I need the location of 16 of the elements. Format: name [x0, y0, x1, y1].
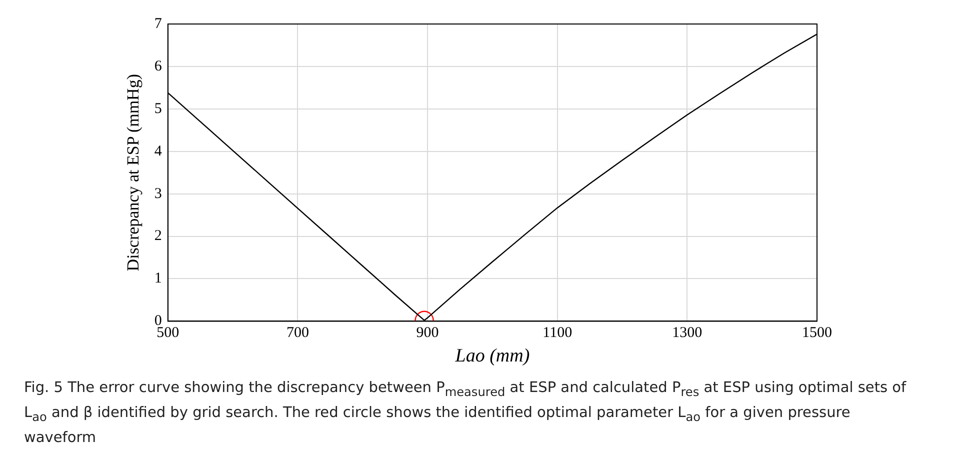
y-tick-label: 3 — [154, 186, 162, 202]
x-tick-label: 1500 — [802, 325, 832, 342]
x-tick-label: 900 — [416, 325, 439, 342]
x-tick-label: 500 — [156, 325, 180, 342]
y-tick-label: 6 — [154, 58, 162, 74]
x-axis-title: Lao (mm) — [454, 346, 530, 367]
text: Fig. 5 The error curve showing the discrepancy between P$_{measured}$ at ESP and calculated P$_{res}$ at ESP using optimal sets of L$_{ao}$ and β identified by grid search. The red circle shows the identified optimal parameter L$_{ao}$ for a given pressure waveform — [24, 380, 906, 446]
y-tick-label: 1 — [154, 270, 162, 287]
x-tick-label: 1100 — [542, 325, 572, 342]
y-axis-title: Discrepancy at ESP (mmHg) — [124, 74, 143, 272]
y-tick-label: 7 — [154, 16, 162, 32]
x-tick-label: 700 — [286, 325, 309, 342]
x-tick-label: 1300 — [672, 325, 702, 342]
y-tick-label: 2 — [154, 228, 162, 244]
y-tick-label: 4 — [154, 143, 162, 160]
y-tick-label: 5 — [154, 100, 162, 117]
